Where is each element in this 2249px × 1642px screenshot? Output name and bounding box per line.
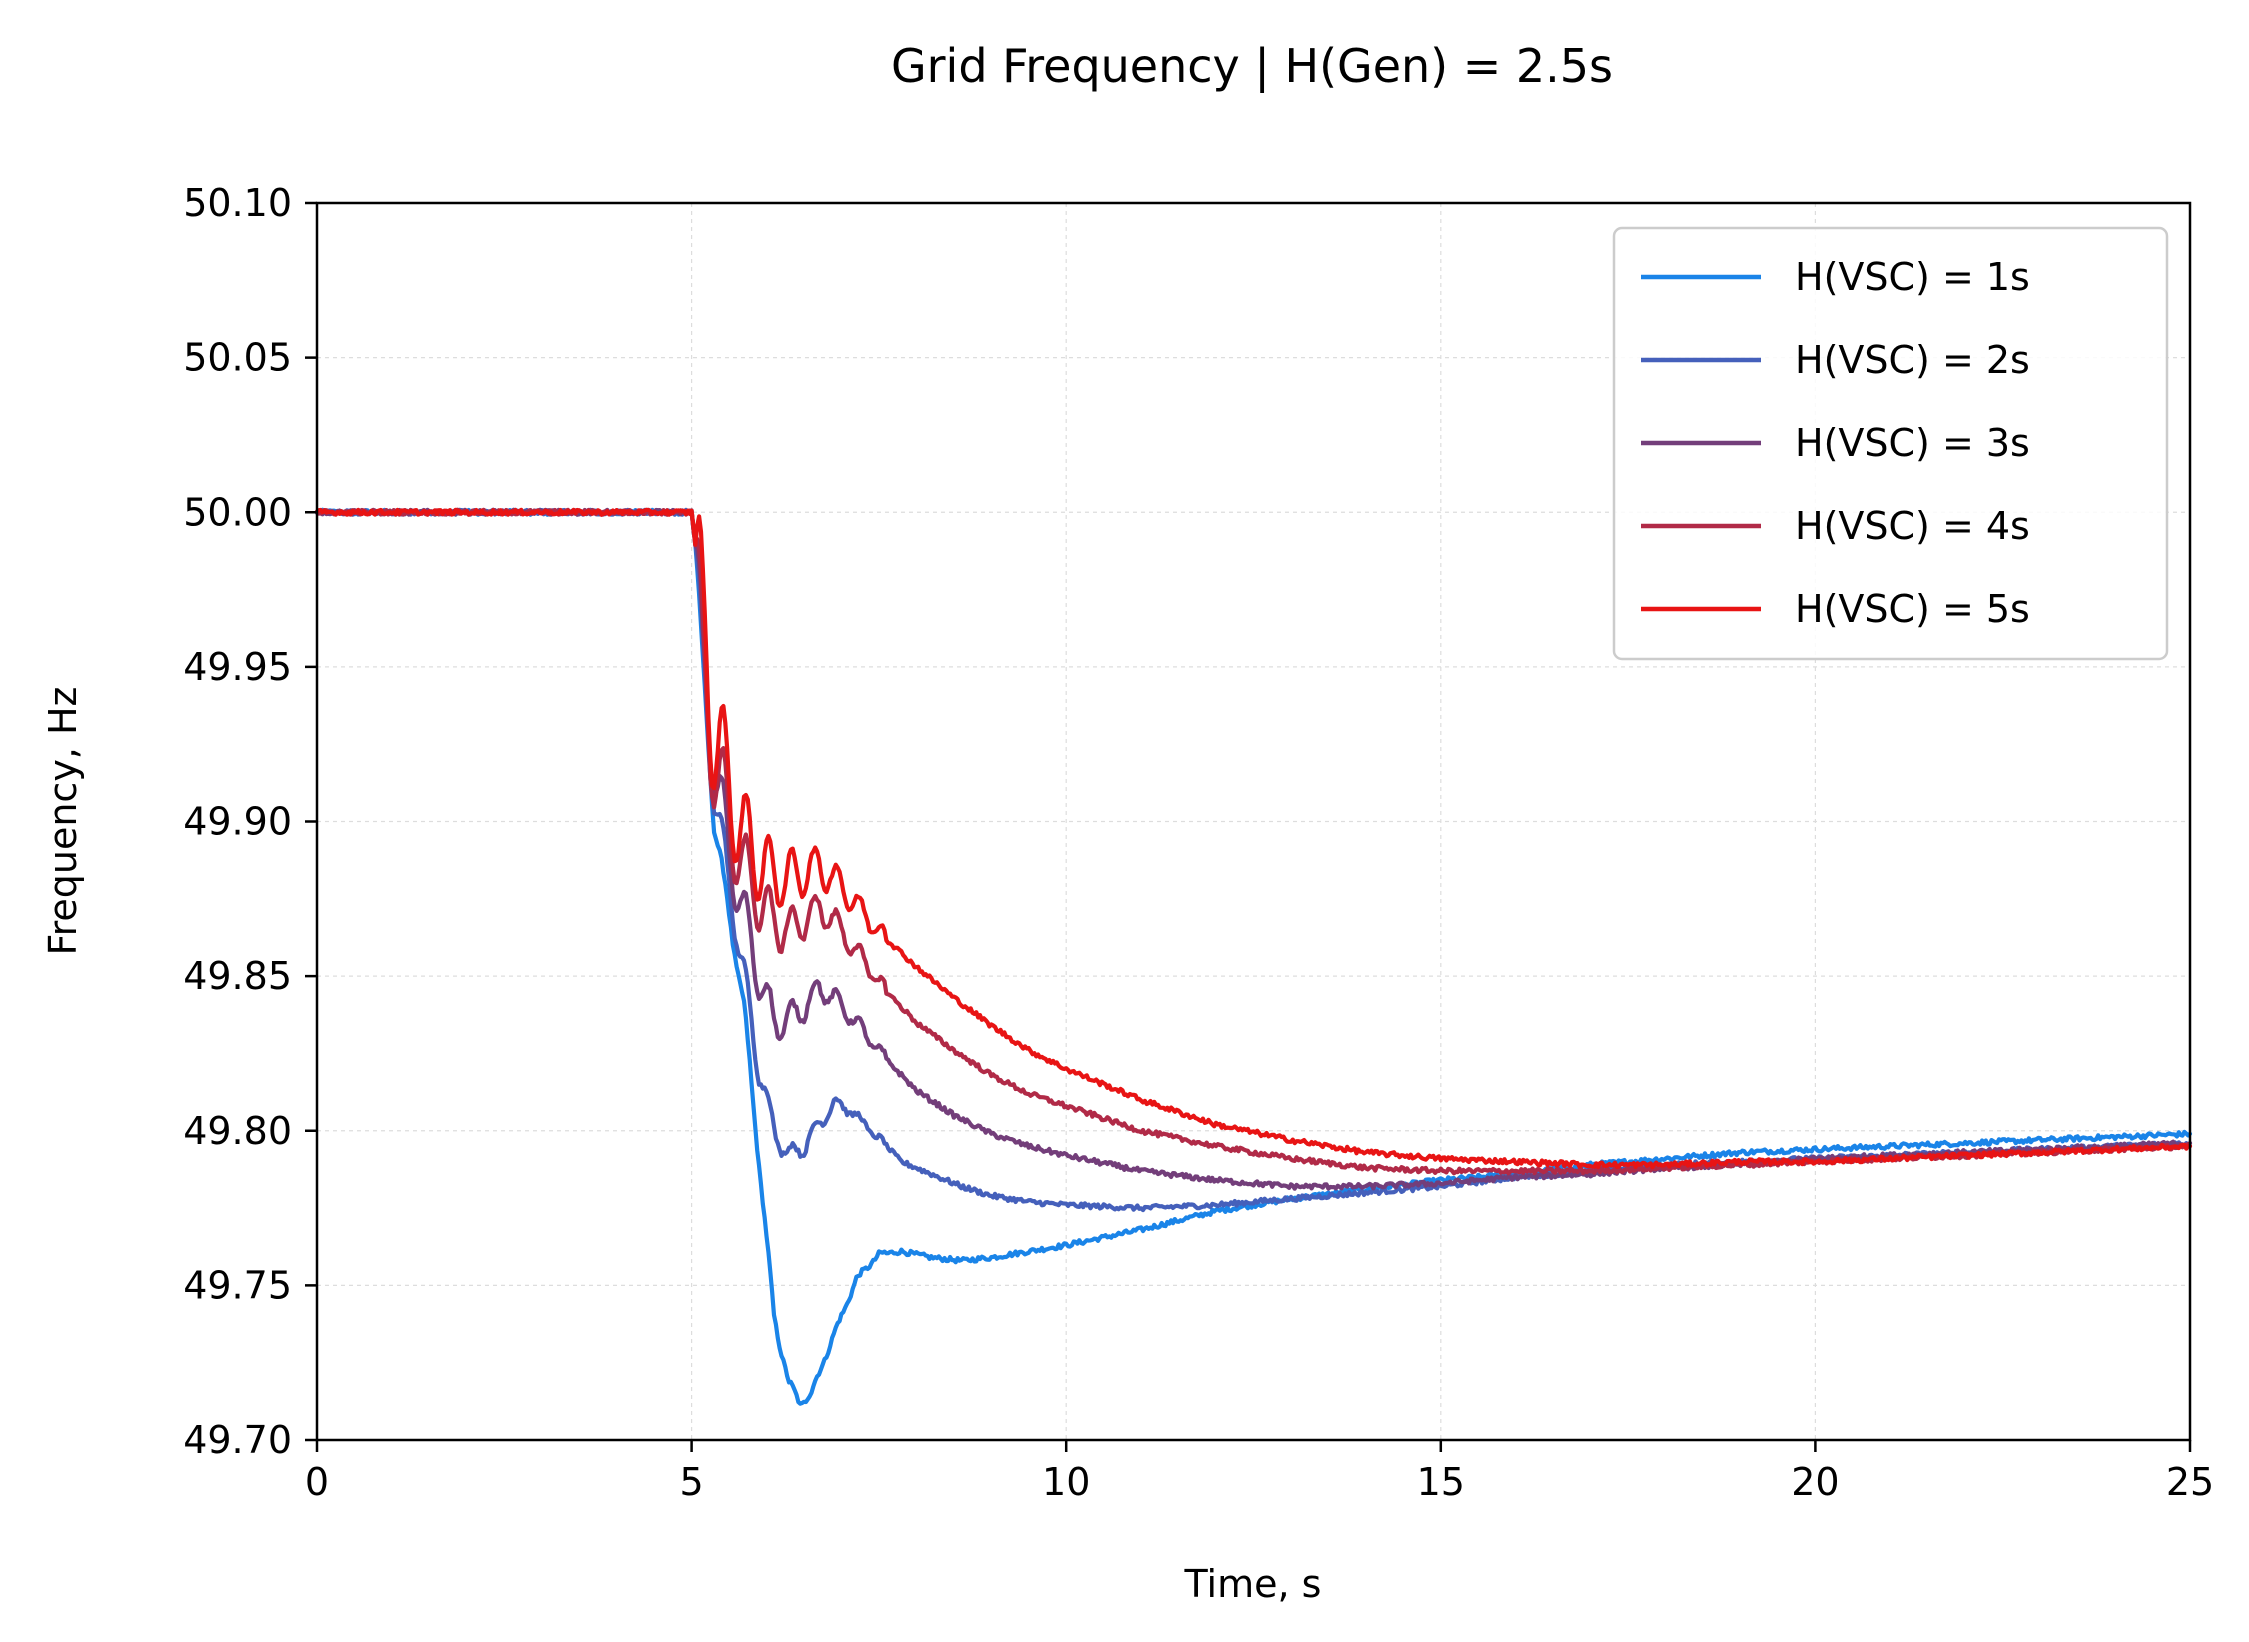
x-axis-label: Time, s <box>1184 1562 1322 1606</box>
legend-label: H(VSC) = 1s <box>1795 255 2030 299</box>
y-tick-label: 50.05 <box>183 336 292 380</box>
legend-label: H(VSC) = 4s <box>1795 504 2030 548</box>
chart-title: Grid Frequency | H(Gen) = 2.5s <box>891 39 1613 94</box>
legend-box <box>1612 226 2169 661</box>
legend: H(VSC) = 1s H(VSC) = 2s H(VSC) = 3s H(VSC) … <box>1612 226 2169 661</box>
y-tick-label: 49.85 <box>183 954 292 998</box>
x-tick-label: 5 <box>680 1460 704 1504</box>
series-layer <box>314 507 2193 1406</box>
y-axis-label: Frequency, Hz <box>41 687 85 956</box>
x-tick-label: 20 <box>1791 1460 1839 1504</box>
legend-label: H(VSC) = 2s <box>1795 338 2030 382</box>
y-tick-label: 49.95 <box>183 645 292 689</box>
x-tick-label: 25 <box>2166 1460 2214 1504</box>
series-line-5 <box>314 507 2193 1170</box>
y-tick-label: 49.90 <box>183 800 292 844</box>
y-tick-label: 49.80 <box>183 1109 292 1153</box>
y-tick-label: 50.00 <box>183 490 292 534</box>
y-tick-label: 50.10 <box>183 181 292 225</box>
x-tick-label: 15 <box>1417 1460 1465 1504</box>
tick-layer: 0 5 10 15 20 25 49.70 49.75 49.80 49.85 49.90 49.95… <box>183 181 2214 1504</box>
legend-items: H(VSC) = 1s H(VSC) = 2s H(VSC) = 3s H(VSC) … <box>1641 255 2030 631</box>
y-tick-label: 49.75 <box>183 1263 292 1307</box>
legend-label: H(VSC) = 5s <box>1795 587 2030 631</box>
x-tick-label: 10 <box>1042 1460 1090 1504</box>
y-tick-label: 49.70 <box>183 1418 292 1462</box>
legend-label: H(VSC) = 3s <box>1795 421 2030 465</box>
x-tick-label: 0 <box>305 1460 329 1504</box>
